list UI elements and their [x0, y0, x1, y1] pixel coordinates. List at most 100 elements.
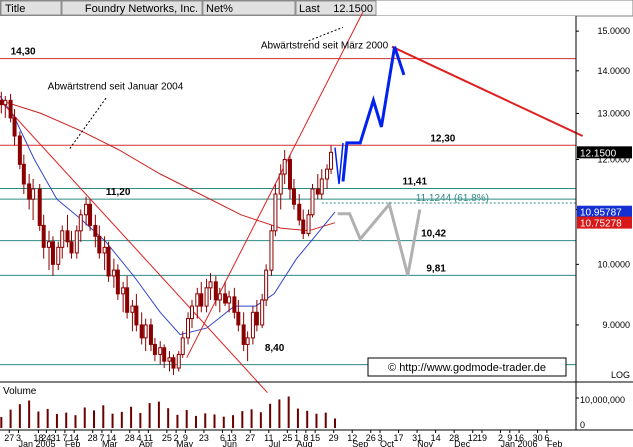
candle [287, 154, 292, 200]
x-tick-label: 28 [125, 433, 135, 443]
x-tick-label: 9 [183, 433, 188, 443]
x-tick-label: 16 [514, 433, 524, 443]
candle-body [282, 158, 287, 175]
x-tick-label: 3 [16, 433, 21, 443]
instrument-cell[interactable] [61, 0, 203, 16]
candle [3, 96, 8, 118]
candle [273, 183, 278, 237]
log-label: LOG [611, 370, 630, 380]
y-tick-label: 13.0000 [597, 108, 630, 118]
last-cell[interactable] [295, 0, 377, 16]
candle [69, 230, 74, 259]
candle-body [250, 311, 255, 339]
candle [199, 281, 204, 313]
x-tick-label: 11 [144, 433, 153, 443]
candle-body [241, 324, 246, 345]
title-cell[interactable] [0, 0, 62, 16]
volume-bar [259, 412, 262, 428]
volume-bar [139, 412, 142, 428]
candle [180, 331, 185, 358]
x-month-label: Jun [222, 439, 237, 447]
candle [148, 318, 153, 352]
candle-body [180, 337, 185, 355]
price-plot: 14,30 12,30 11,41 11,20 10,42 9,81 11.1244 (6… [0, 12, 584, 394]
candle-body [310, 188, 315, 216]
candle [297, 194, 302, 226]
candle [325, 164, 330, 189]
last-value: 12.1500 [333, 3, 373, 15]
level-label: 12,30 [430, 133, 455, 144]
candle [27, 174, 32, 210]
price-badge: 12.1500 [577, 146, 632, 159]
volume-bar [37, 411, 40, 428]
candle-body [12, 117, 17, 137]
candle [213, 275, 218, 307]
volume-label: Volume [3, 386, 37, 397]
candle [291, 178, 296, 210]
x-tick-label: 4 [137, 433, 142, 443]
candle [319, 169, 324, 200]
projection-branch-line [334, 142, 344, 185]
candle [102, 236, 107, 271]
candle-body [27, 183, 32, 200]
x-month-label: Oct [380, 439, 395, 447]
x-month-label: Dec [454, 439, 471, 447]
x-tick-label: 27 [245, 433, 255, 443]
candle [217, 287, 222, 313]
y-tick-label: 15.0000 [597, 26, 630, 36]
volume-bar [194, 415, 197, 428]
candle [84, 196, 89, 226]
candle-body [21, 163, 26, 185]
candle-body [93, 224, 98, 237]
price-badge-bg [577, 216, 632, 229]
x-tick-label: 12 [347, 433, 357, 443]
candle [176, 351, 181, 372]
candle [158, 341, 163, 365]
candle [227, 290, 232, 313]
candle [46, 230, 51, 271]
candle-body [171, 357, 176, 369]
x-month-label: May [176, 439, 194, 447]
candle [236, 299, 241, 332]
x-tick-label: 12 [468, 433, 478, 443]
candle [31, 178, 36, 221]
x-tick-label: 13 [227, 433, 237, 443]
candle-body [69, 241, 74, 254]
candle-body [199, 293, 204, 307]
candle-body [208, 281, 213, 289]
watermark: © http://www.godmode-trader.de [367, 357, 567, 377]
candle-body [260, 299, 265, 326]
candle-body [269, 230, 274, 271]
volume-bar [176, 414, 179, 428]
volume-bar [157, 401, 160, 428]
x-tick-label: 25 [162, 433, 172, 443]
projection-down-line [337, 201, 422, 276]
candle-body [306, 214, 311, 235]
volume-bar [241, 411, 244, 428]
candle [167, 351, 172, 372]
candle-body [223, 293, 228, 304]
candle [8, 93, 13, 123]
candle-body [111, 269, 116, 277]
x-tick-label: 6 [220, 433, 225, 443]
candle [56, 241, 61, 271]
x-tick-label: 23 [199, 433, 209, 443]
candle [190, 299, 194, 329]
candle-body [158, 347, 163, 355]
volume-bar [269, 403, 272, 428]
trend-line [391, 45, 584, 137]
volume-bar [55, 414, 58, 428]
price-badge-bg [577, 146, 632, 159]
candle [278, 164, 283, 210]
x-tick-label: 8 [303, 433, 308, 443]
candle [41, 214, 46, 259]
annotation-trend-2004: Abwärtstrend seit Januar 2004 [48, 82, 184, 93]
level-label-8-40: 8,40 [265, 343, 285, 354]
y-tick-label: 9.0000 [602, 320, 630, 330]
annotation-leader [68, 97, 107, 151]
candle-body [167, 357, 172, 362]
candle [88, 199, 93, 231]
x-tick-label: 30 [533, 433, 543, 443]
volume-bar [167, 408, 170, 428]
mode-cell[interactable] [202, 0, 296, 16]
